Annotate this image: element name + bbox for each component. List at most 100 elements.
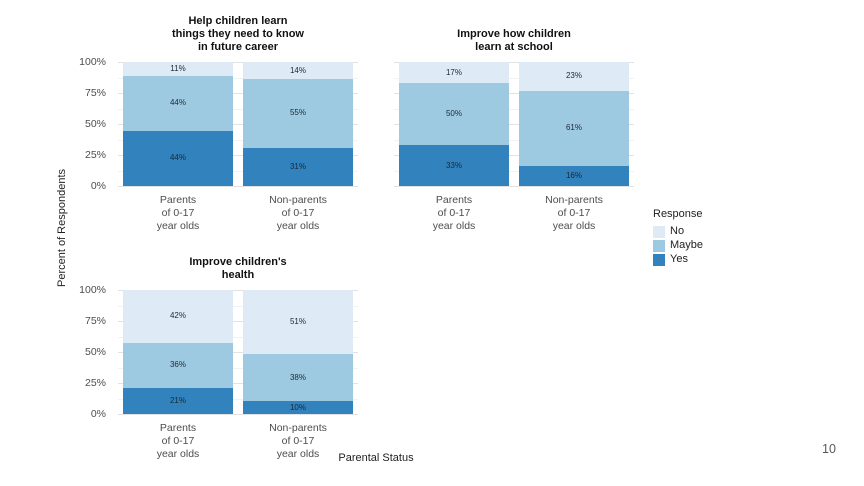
bar-segment-no: 51% (243, 290, 353, 354)
category-labels: Parents of 0-17 year olds Non-parents of … (118, 194, 358, 233)
major-gridline (394, 93, 634, 94)
facet: Help children learn things they need to … (79, 4, 358, 233)
y-tick-label: 50% (84, 118, 106, 130)
legend-item-maybe: Maybe (653, 239, 703, 252)
bar-segment-yes: 44% (123, 130, 233, 186)
bar-segment-maybe: 44% (123, 75, 233, 131)
major-gridline (118, 93, 358, 94)
minor-gridline (394, 108, 634, 110)
segment-value-label: 16% (565, 171, 582, 181)
stacked-bar: 44% 44% 11% (123, 62, 233, 186)
major-gridline (118, 62, 358, 63)
segment-value-label: 51% (289, 316, 306, 326)
facet-title: Improve how children learn at school (457, 28, 571, 53)
minor-gridline (118, 305, 358, 307)
legend-label-no: No (670, 225, 685, 237)
bar-segment-maybe: 61% (519, 90, 629, 167)
stacked-bar: 33% 50% 17% (399, 62, 509, 186)
legend-label-yes: Yes (670, 253, 688, 265)
major-gridline (118, 186, 358, 187)
bar-segment-no: 42% (123, 290, 233, 343)
major-gridline (394, 124, 634, 125)
segment-value-label: 50% (445, 109, 462, 119)
facet-panel: 100% 75% 50% 25% 0% 21% 36% 42% 10% 38% 51% (79, 284, 358, 420)
x-category-label: Parents of 0-17 year olds (432, 194, 476, 232)
bar-segment-no: 11% (123, 62, 233, 76)
stacked-bar: 16% 61% 23% (519, 62, 629, 186)
facet-title: Help children learn things they need to … (171, 15, 304, 53)
bar-segment-yes: 31% (243, 147, 353, 186)
facet-panel: 33% 50% 17% 16% 61% 23% (394, 62, 634, 187)
segment-value-label: 23% (565, 71, 582, 81)
bar-segment-yes: 10% (243, 401, 353, 414)
stacked-bar: 31% 55% 14% (243, 62, 353, 186)
minor-gridline (118, 336, 358, 338)
segment-value-label: 36% (169, 360, 186, 370)
segment-value-label: 61% (565, 123, 582, 133)
bar-segment-yes: 33% (399, 145, 509, 186)
major-gridline (118, 352, 358, 353)
bar-segment-yes: 21% (123, 387, 233, 414)
segment-value-label: 55% (289, 108, 306, 118)
y-tick-label: 75% (84, 87, 106, 99)
x-category-label: Non-parents of 0-17 year olds (269, 422, 327, 460)
minor-gridline (118, 108, 358, 110)
legend-swatch-yes (653, 253, 665, 266)
bar-segment-maybe: 38% (243, 353, 353, 402)
stacked-bar: 21% 36% 42% (123, 290, 233, 414)
major-gridline (118, 124, 358, 125)
major-gridline (118, 290, 358, 291)
legend-swatch-maybe (653, 239, 665, 252)
page-number: 10 (822, 442, 836, 456)
minor-gridline (394, 139, 634, 141)
y-tick-label: 25% (84, 377, 106, 389)
bar-segment-maybe: 36% (123, 342, 233, 388)
bar-segment-maybe: 55% (243, 79, 353, 148)
x-category-label: Parents of 0-17 year olds (156, 194, 200, 232)
minor-gridline (118, 77, 358, 79)
bar-segment-no: 17% (399, 62, 509, 84)
segment-value-label: 44% (169, 153, 186, 163)
y-tick-label: 0% (90, 408, 106, 420)
major-gridline (394, 155, 634, 156)
bar-segment-maybe: 50% (399, 83, 509, 146)
category-labels: Parents of 0-17 year olds Non-parents of … (118, 422, 358, 461)
y-tick-label: 25% (84, 149, 106, 161)
x-category-label: Non-parents of 0-17 year olds (269, 194, 327, 232)
facet: Improve how children learn at school 33% 5… (394, 4, 634, 233)
segment-value-label: 42% (169, 311, 186, 321)
major-gridline (394, 62, 634, 63)
facet-title: Improve children's health (189, 256, 287, 281)
segment-value-label: 17% (445, 67, 462, 77)
y-tick-label: 100% (79, 284, 106, 296)
legend-label-maybe: Maybe (670, 239, 704, 251)
x-category-label: Parents of 0-17 year olds (156, 422, 200, 460)
segment-value-label: 14% (289, 65, 306, 75)
segment-value-label: 21% (169, 395, 186, 405)
bar-segment-no: 23% (519, 62, 629, 91)
segment-value-label: 10% (289, 402, 306, 412)
major-gridline (118, 155, 358, 156)
segment-value-label: 33% (445, 160, 462, 170)
segment-value-label: 31% (289, 161, 306, 171)
y-tick-label: 100% (79, 56, 106, 68)
legend-title: Response (653, 208, 703, 220)
bar-segment-no: 14% (243, 62, 353, 80)
major-gridline (118, 383, 358, 384)
major-gridline (118, 414, 358, 415)
legend-item-yes: Yes (653, 253, 703, 266)
y-axis-title: Percent of Respondents (56, 168, 68, 288)
x-axis-title: Parental Status (338, 452, 414, 464)
y-tick-label: 50% (84, 346, 106, 358)
legend-swatch-no (653, 225, 665, 238)
minor-gridline (118, 139, 358, 141)
major-gridline (394, 186, 634, 187)
x-category-label: Non-parents of 0-17 year olds (545, 194, 603, 232)
segment-value-label: 44% (169, 98, 186, 108)
segment-value-label: 11% (170, 63, 186, 73)
major-gridline (118, 321, 358, 322)
bar-segment-yes: 16% (519, 166, 629, 186)
facet: Improve children's health 100% 75% 50% 25% 0%… (79, 232, 358, 461)
category-labels: Parents of 0-17 year olds Non-parents of … (394, 194, 634, 233)
